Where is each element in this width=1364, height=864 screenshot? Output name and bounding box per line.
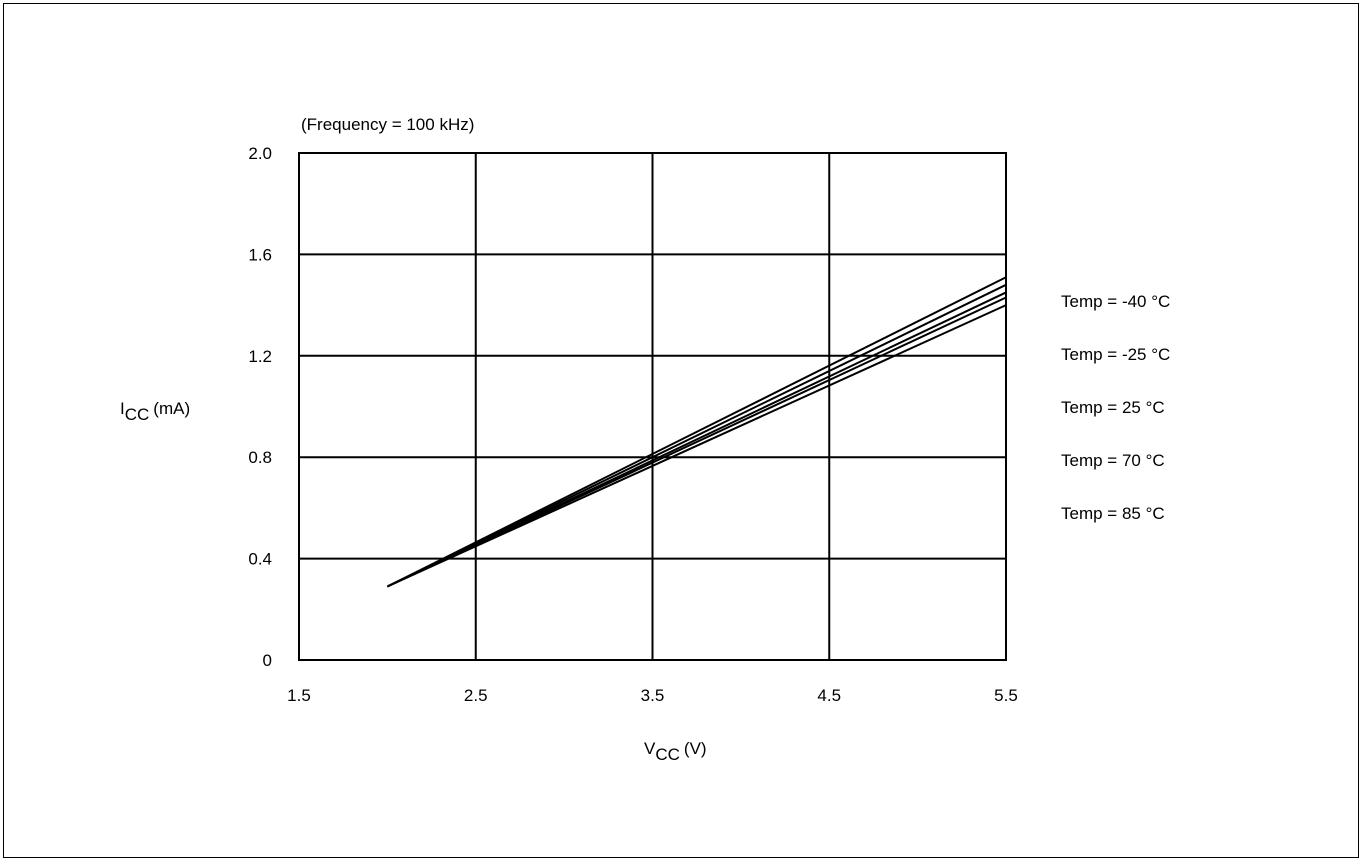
chart-subtitle: (Frequency = 100 kHz) [301, 115, 474, 134]
x-axis-label: VCC (V) [644, 739, 707, 764]
legend-entry: Temp = 70 °C [1061, 451, 1165, 470]
x-tick-label: 1.5 [287, 686, 311, 705]
y-tick-label: 2.0 [248, 144, 272, 163]
y-tick-label: 1.2 [248, 347, 272, 366]
series-line [386, 296, 1007, 588]
series-line [386, 283, 1007, 588]
legend-entry: Temp = -25 °C [1061, 345, 1170, 364]
chart-frame: 1.5 2.5 3.5 4.5 5.5 0 0.4 0.8 1.2 1.6 2.0 (Freque… [3, 3, 1359, 858]
y-tick-label: 0.8 [248, 448, 272, 467]
x-tick-label: 2.5 [464, 686, 488, 705]
legend-entry: Temp = -40 °C [1061, 292, 1170, 311]
x-tick-label: 4.5 [817, 686, 841, 705]
y-axis-label: ICC (mA) [120, 399, 190, 424]
legend-entry: Temp = 25 °C [1061, 398, 1165, 417]
y-tick-label: 0.4 [248, 550, 272, 569]
plot-area-border [298, 152, 1007, 661]
series-line [386, 304, 1007, 588]
y-tick-label: 0 [263, 651, 272, 670]
chart: 1.5 2.5 3.5 4.5 5.5 0 0.4 0.8 1.2 1.6 2.0 (Freque… [120, 115, 1170, 764]
x-tick-label: 5.5 [994, 686, 1018, 705]
series-line [386, 276, 1007, 588]
legend-entry: Temp = 85 °C [1061, 504, 1165, 523]
x-tick-label: 3.5 [641, 686, 665, 705]
y-tick-label: 1.6 [248, 245, 272, 264]
